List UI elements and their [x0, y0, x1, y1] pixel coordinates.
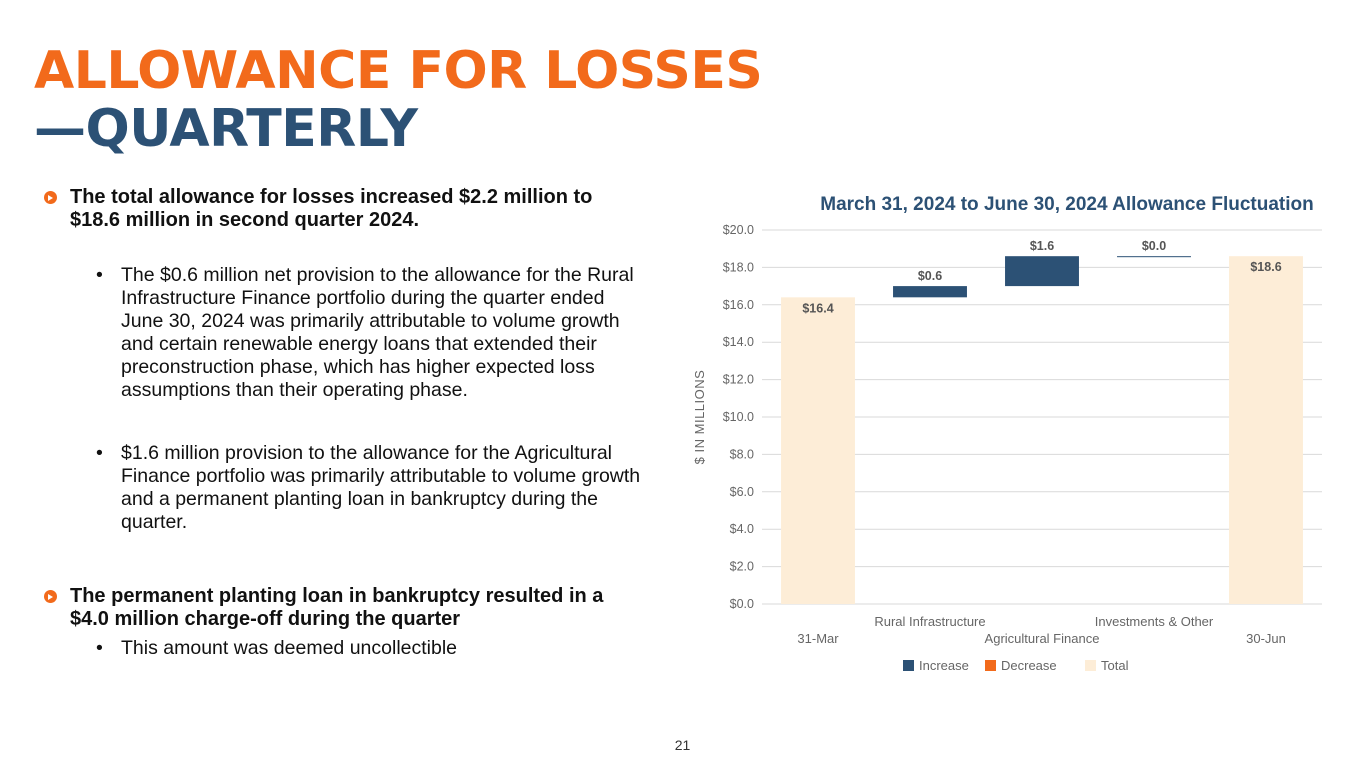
sub-bullet-dot-icon: • — [96, 637, 103, 659]
main-bullet-text: The total allowance for losses increased… — [70, 186, 593, 231]
y-tick-label: $18.0 — [723, 260, 754, 274]
data-label: $16.4 — [802, 301, 833, 315]
x-category-label: 31-Mar — [797, 631, 839, 646]
sub-bullet: • The $0.6 million net provision to the … — [44, 264, 644, 402]
title-line-1: ALLOWANCE FOR LOSSES — [34, 41, 763, 101]
main-bullet: The permanent planting loan in bankruptc… — [44, 585, 644, 631]
y-tick-label: $10.0 — [723, 410, 754, 424]
data-label: $1.6 — [1030, 239, 1054, 253]
sub-bullet-dot-icon: • — [96, 264, 103, 286]
bar-increase — [1117, 256, 1191, 258]
y-tick-label: $14.0 — [723, 335, 754, 349]
bar-total — [1229, 256, 1303, 604]
x-category-label: 30-Jun — [1246, 631, 1286, 646]
y-tick-label: $20.0 — [723, 223, 754, 237]
bar-increase — [1005, 256, 1079, 287]
y-tick-label: $12.0 — [723, 373, 754, 387]
bullet-list: The total allowance for losses increased… — [44, 186, 644, 660]
data-label: $0.0 — [1142, 239, 1166, 253]
main-bullet: The total allowance for losses increased… — [44, 186, 644, 232]
y-tick-label: $2.0 — [730, 560, 754, 574]
sub-bullet-dot-icon: • — [96, 442, 103, 464]
slide-title: ALLOWANCE FOR LOSSES —QUARTERLY — [34, 41, 763, 159]
allowance-waterfall-chart: March 31, 2024 to June 30, 2024 Allowanc… — [692, 194, 1322, 673]
y-axis-label: $ IN MILLIONS — [692, 370, 707, 465]
data-label: $0.6 — [918, 269, 942, 283]
sub-bullet: • $1.6 million provision to the allowanc… — [44, 442, 644, 534]
sub-bullet-text: The $0.6 million net provision to the al… — [121, 264, 634, 401]
sub-bullet-text: This amount was deemed uncollectible — [121, 637, 458, 659]
y-tick-label: $16.0 — [723, 298, 754, 312]
y-tick-label: $8.0 — [730, 447, 754, 461]
sub-bullet-text: $1.6 million provision to the allowance … — [121, 442, 641, 533]
y-tick-label: $6.0 — [730, 485, 754, 499]
x-category-label: Rural Infrastructure — [874, 614, 985, 629]
sub-bullet: • This amount was deemed uncollectible — [44, 637, 644, 660]
legend-label: Increase — [919, 658, 969, 673]
data-label: $18.6 — [1250, 260, 1281, 274]
y-tick-label: $0.0 — [730, 597, 754, 611]
main-bullet-text: The permanent planting loan in bankruptc… — [70, 585, 604, 630]
legend-label: Decrease — [1001, 658, 1057, 673]
legend-swatch — [985, 660, 996, 671]
page-number: 21 — [674, 737, 691, 753]
x-category-label: Investments & Other — [1095, 614, 1214, 629]
arrow-bullet-icon — [44, 590, 57, 603]
legend-swatch — [903, 660, 914, 671]
x-category-label: Agricultural Finance — [985, 631, 1100, 646]
chart-title: March 31, 2024 to June 30, 2024 Allowanc… — [820, 194, 1313, 215]
legend-swatch — [1085, 660, 1096, 671]
bar-total — [781, 297, 855, 604]
arrow-bullet-icon — [44, 191, 57, 204]
legend-label: Total — [1101, 658, 1129, 673]
y-tick-label: $4.0 — [730, 522, 754, 536]
bar-increase — [893, 286, 967, 298]
title-line-2: —QUARTERLY — [34, 99, 418, 159]
